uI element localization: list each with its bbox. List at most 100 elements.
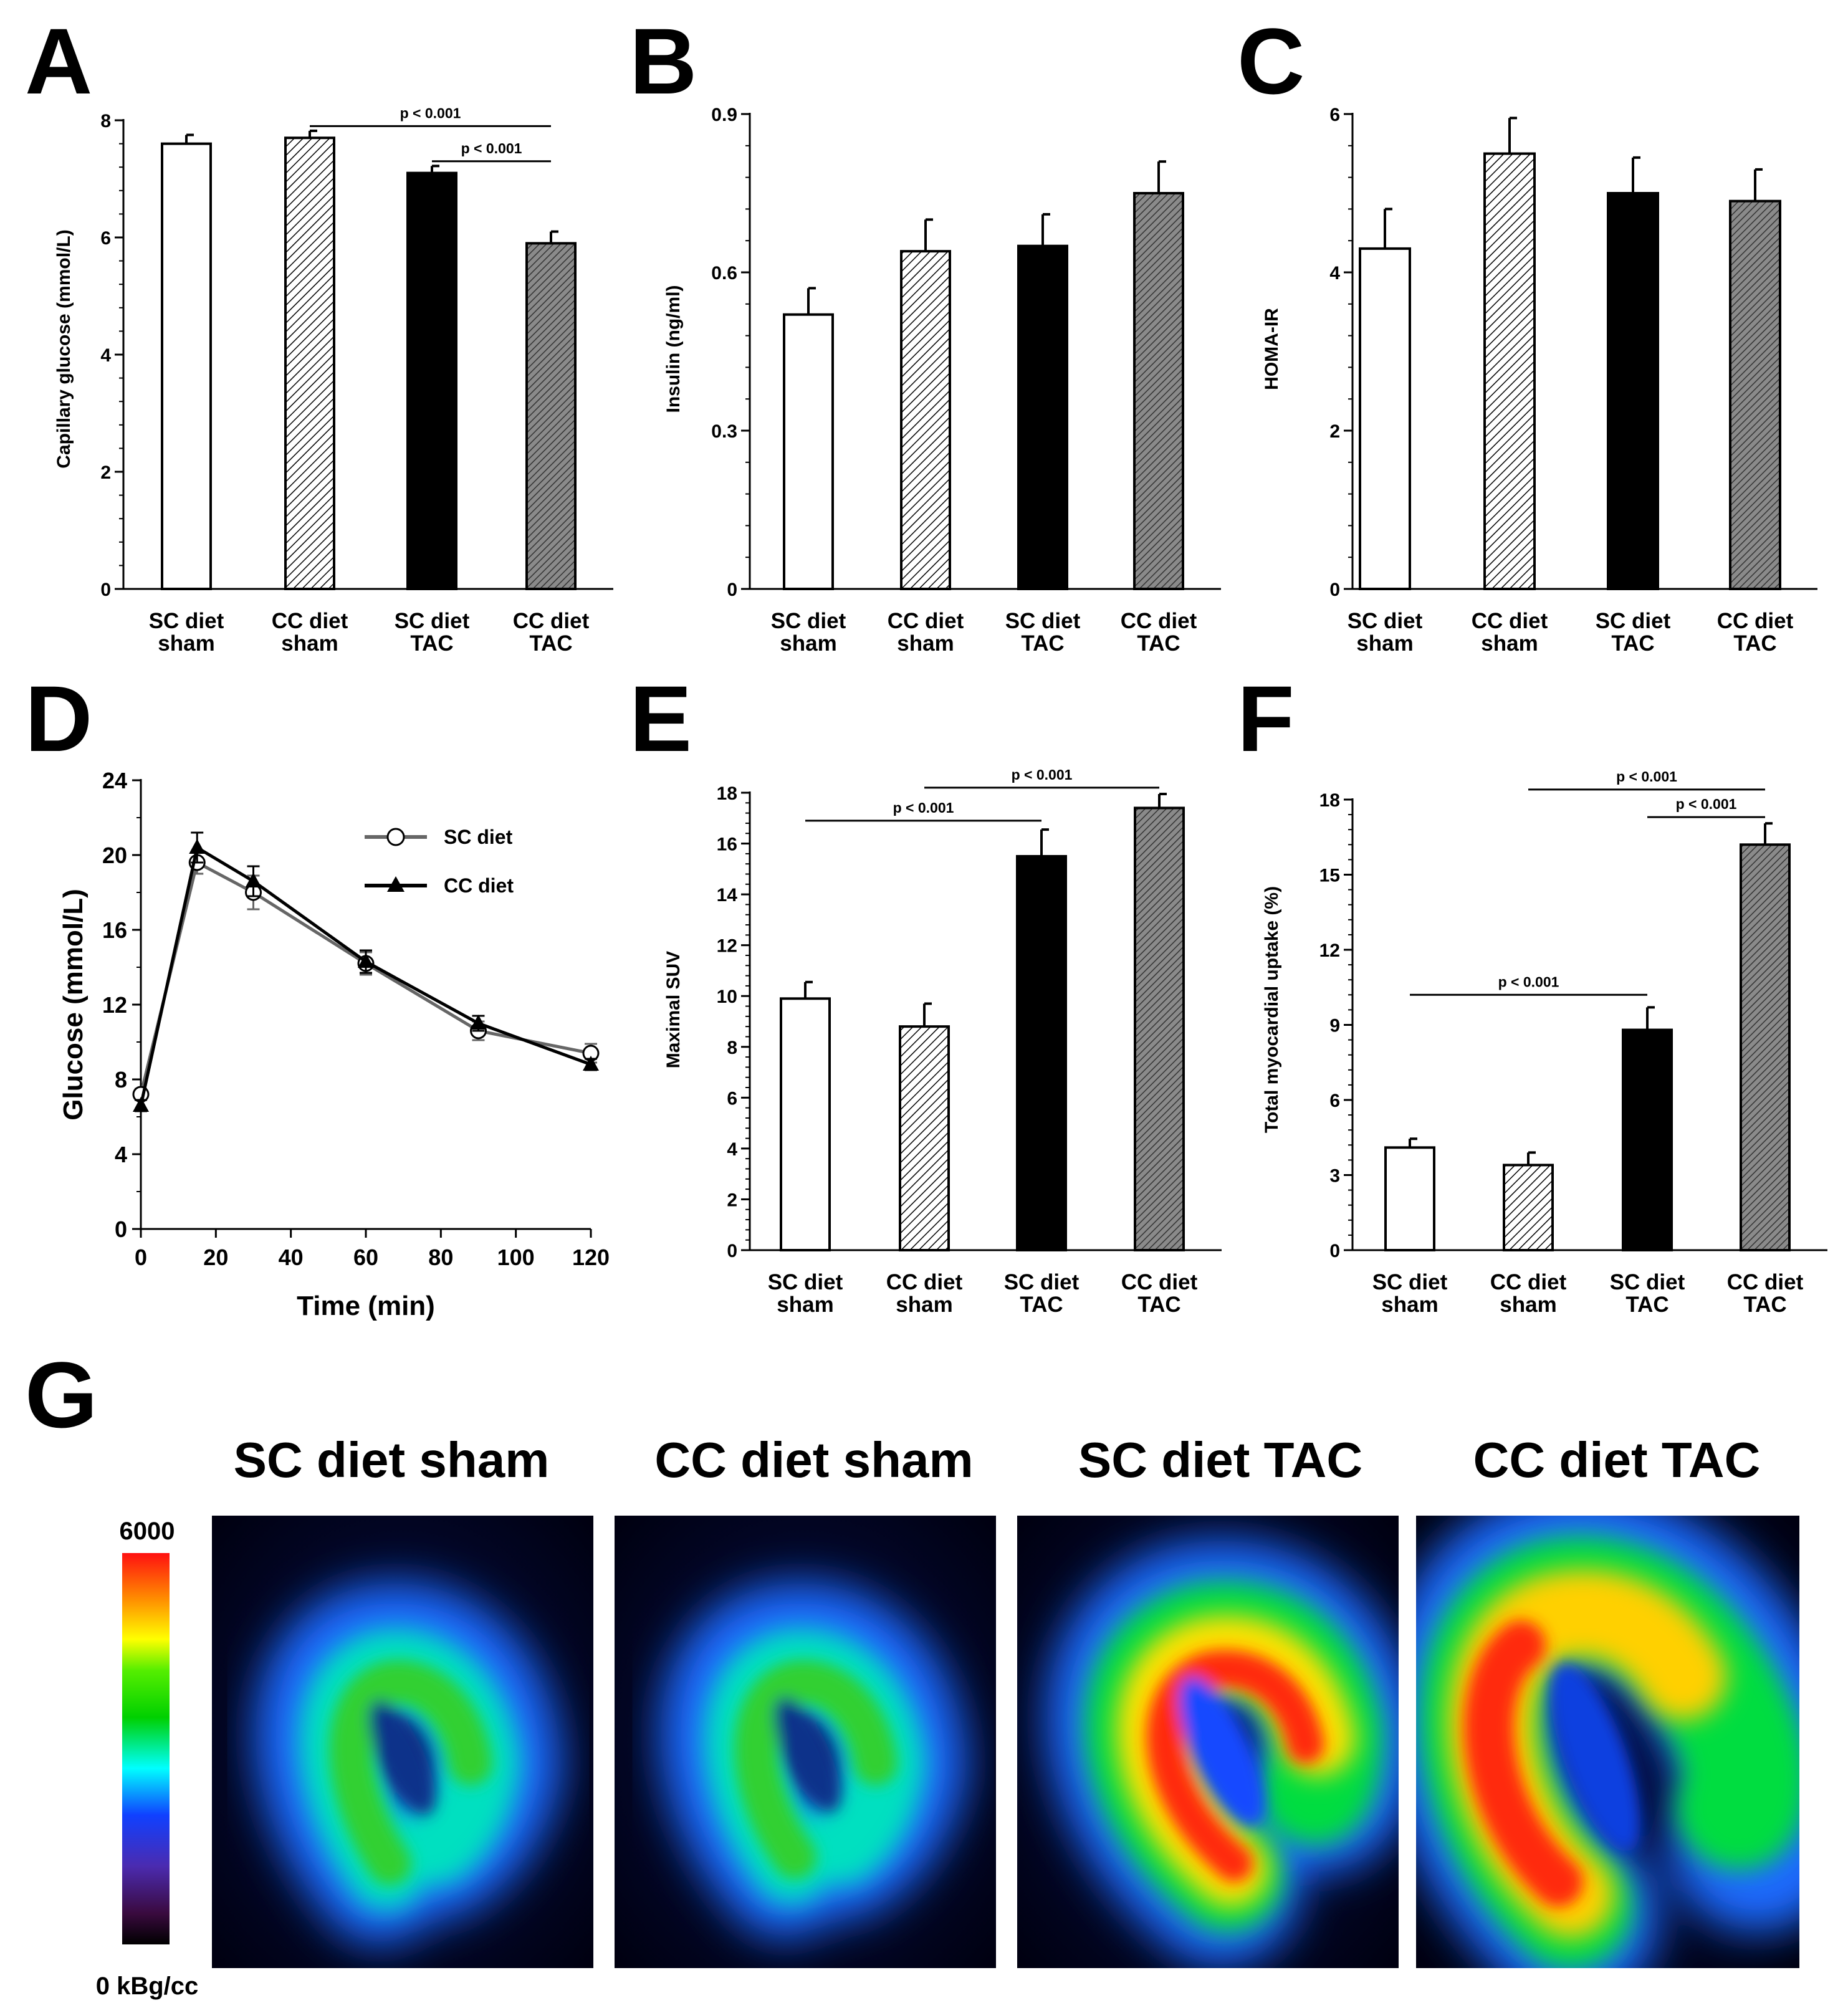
bar	[525, 242, 577, 590]
y-tick-label: 8	[115, 1067, 127, 1092]
x-tick-label: 20	[203, 1245, 228, 1270]
legend-marker	[387, 876, 405, 892]
category-label: SC diet	[149, 609, 224, 633]
bar	[900, 250, 951, 590]
chart-panel-f: 0 3 6 9 12 15 18 Total myocardial uptake (%) SC …	[1262, 768, 1827, 1317]
legend-label: SC diet	[444, 826, 513, 848]
bar	[1503, 1164, 1554, 1252]
y-tick-label: 6	[100, 228, 111, 249]
bar	[1134, 806, 1185, 1251]
bar	[1016, 854, 1067, 1251]
category-label: sham	[281, 631, 338, 656]
bar	[1729, 199, 1781, 590]
p-value-label: p < 0.001	[1616, 768, 1677, 785]
category-label: sham	[1381, 1293, 1438, 1317]
y-tick-label: 2	[100, 462, 111, 483]
panel-letter-a: A	[25, 9, 92, 113]
category-label: CC diet	[1490, 1270, 1567, 1294]
category-label: SC diet	[1348, 609, 1423, 633]
p-value-label: p < 0.001	[1012, 767, 1073, 783]
p-value-label: p < 0.001	[1676, 796, 1737, 812]
y-tick-label: 0	[115, 1217, 127, 1242]
y-tick-label: 4	[100, 345, 111, 366]
y-tick-label: 3	[1329, 1166, 1340, 1187]
y-tick-label: 6	[1329, 1091, 1340, 1111]
y-tick-label: 0	[100, 580, 111, 600]
category-label: CC diet	[1717, 609, 1794, 633]
y-tick-label: 12	[102, 992, 127, 1018]
category-label: TAC	[1020, 1293, 1063, 1317]
category-label: CC diet	[886, 1270, 963, 1294]
category-label: SC diet	[1372, 1270, 1448, 1294]
y-tick-label: 0.9	[711, 105, 737, 125]
category-label: sham	[158, 631, 214, 656]
y-tick-label: 0.3	[711, 421, 737, 442]
category-label: sham	[1500, 1293, 1556, 1317]
pet-image-sc-tac	[1017, 1516, 1399, 1968]
y-axis-label: Total myocardial uptake (%)	[1262, 886, 1282, 1133]
y-tick-label: 2	[1329, 421, 1340, 442]
pet-title-cc-sham: CC diet sham	[654, 1432, 973, 1488]
category-label: sham	[897, 631, 954, 656]
y-tick-label: 15	[1319, 866, 1340, 886]
p-value-label: p < 0.001	[893, 800, 954, 816]
y-tick-label: 9	[1329, 1016, 1340, 1036]
series-line	[139, 860, 591, 1095]
y-tick-label: 0	[727, 1241, 737, 1261]
y-tick-label: 16	[717, 834, 737, 855]
p-value-label: p < 0.001	[400, 105, 461, 121]
y-tick-label: 0.6	[711, 263, 737, 284]
category-label: CC diet	[1727, 1270, 1804, 1294]
category-label: TAC	[410, 631, 453, 656]
y-tick-label: 12	[1319, 940, 1340, 961]
category-label: sham	[896, 1293, 952, 1317]
y-tick-label: 10	[717, 987, 737, 1007]
pet-title-sc-tac: SC diet TAC	[1078, 1432, 1362, 1488]
y-tick-label: 12	[717, 936, 737, 957]
category-label: SC diet	[771, 609, 846, 633]
y-axis-label: HOMA-IR	[1262, 308, 1282, 390]
bar	[780, 997, 831, 1252]
pet-image-cc-sham	[615, 1516, 996, 1968]
p-value-label: p < 0.001	[1498, 973, 1559, 990]
x-tick-label: 40	[279, 1245, 304, 1270]
bar	[406, 171, 457, 591]
y-tick-label: 8	[727, 1038, 737, 1058]
color-scale-bar	[122, 1553, 170, 1944]
pet-title-cc-tac: CC diet TAC	[1473, 1432, 1761, 1488]
pet-image-cc-tac	[1416, 1516, 1799, 1968]
bar	[1017, 244, 1068, 590]
bar	[1359, 247, 1411, 590]
bar	[161, 142, 212, 591]
bar	[1622, 1028, 1673, 1251]
category-label: SC diet	[768, 1270, 843, 1294]
data-point	[189, 839, 206, 854]
category-label: SC diet	[1610, 1270, 1685, 1294]
bar	[284, 136, 335, 590]
category-label: TAC	[1733, 631, 1776, 656]
pet-images-panel: SC diet sham CC diet sham SC diet TAC CC…	[96, 1432, 1799, 2000]
y-tick-label: 4	[115, 1142, 127, 1167]
x-tick-label: 0	[135, 1245, 147, 1270]
scale-min-label: 0 kBg/cc	[96, 1972, 199, 2000]
y-tick-label: 20	[102, 843, 127, 868]
y-tick-label: 0	[727, 580, 737, 600]
bar	[1483, 152, 1536, 590]
category-label: sham	[1356, 631, 1413, 656]
y-tick-label: 6	[727, 1088, 737, 1109]
data-point	[470, 1015, 487, 1030]
p-value-label: p < 0.001	[461, 140, 522, 156]
category-label: SC diet	[1596, 609, 1671, 633]
panel-letter-g: G	[25, 1342, 98, 1447]
category-label: TAC	[1021, 631, 1064, 656]
category-label: sham	[780, 631, 836, 656]
x-axis-label: Time (min)	[297, 1291, 435, 1321]
panel-letter-f: F	[1237, 666, 1295, 771]
category-label: TAC	[1625, 1293, 1668, 1317]
y-tick-label: 18	[1319, 790, 1340, 811]
x-tick-label: 60	[353, 1245, 378, 1270]
